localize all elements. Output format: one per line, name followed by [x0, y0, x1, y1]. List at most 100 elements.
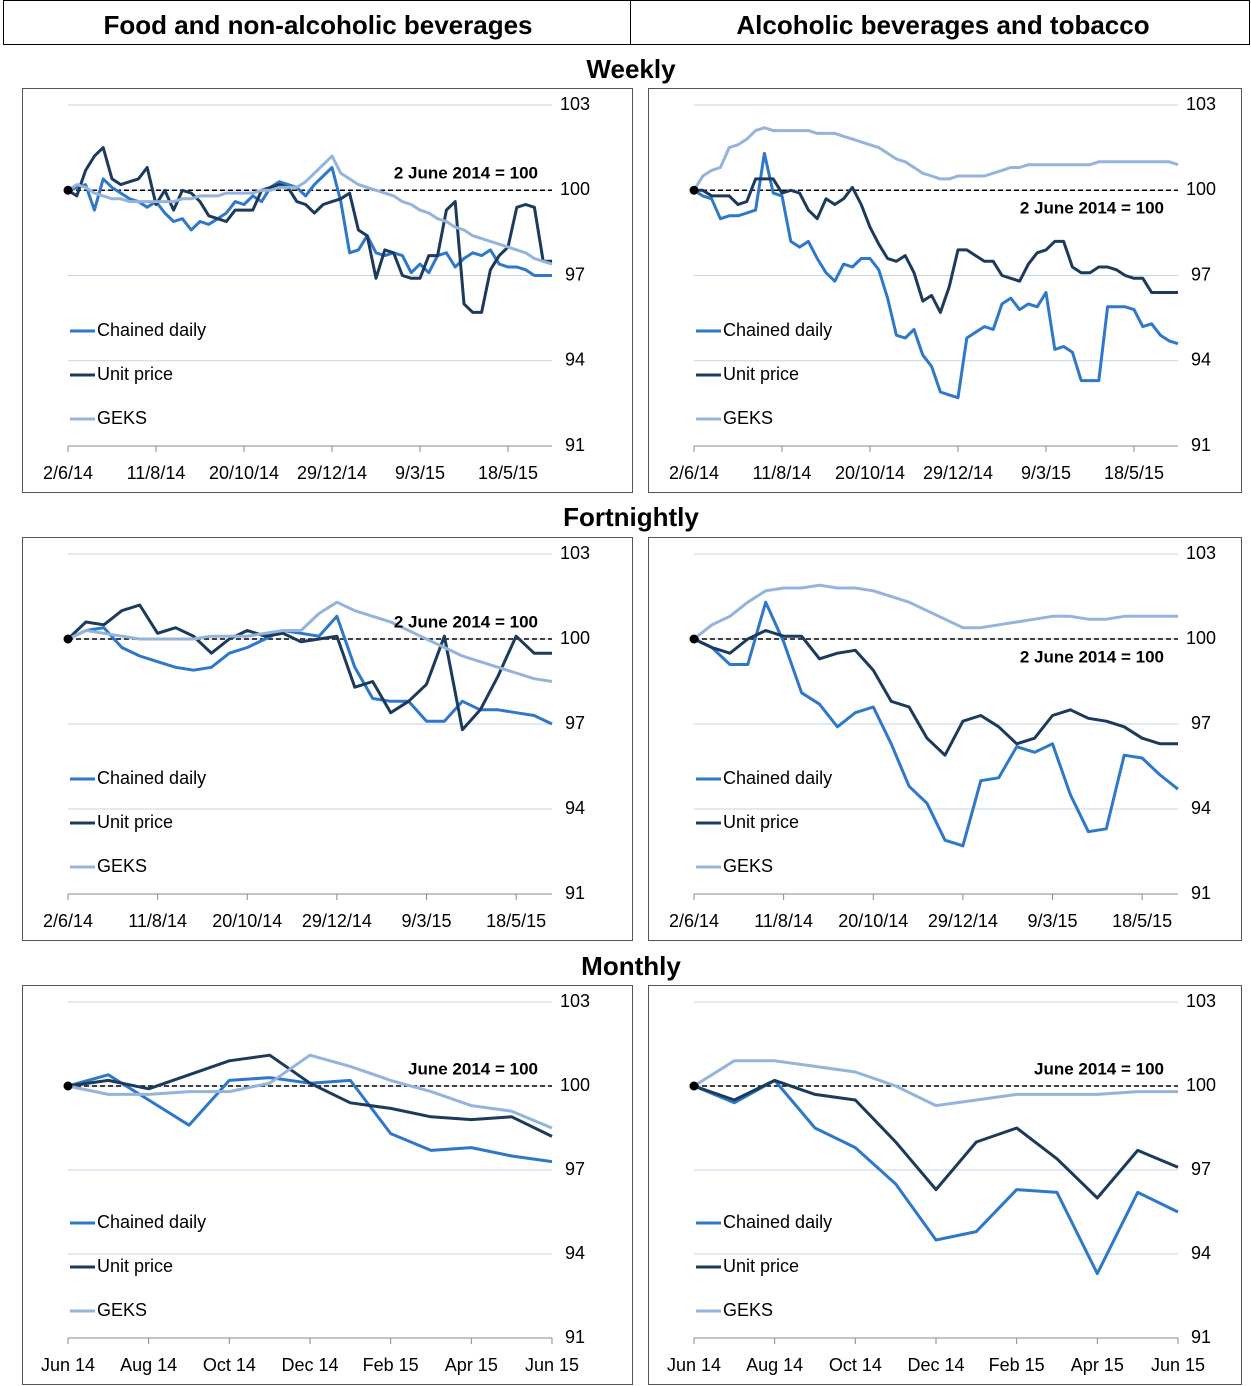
x-tick-label: Jun 14 — [41, 1355, 95, 1375]
legend-label: Unit price — [723, 1256, 799, 1276]
y-tick-label: 91 — [1191, 883, 1211, 903]
legend-label: Chained daily — [97, 320, 206, 340]
y-tick-label: 100 — [560, 628, 590, 648]
legend-label: Unit price — [97, 1256, 173, 1276]
legend-label: Chained daily — [723, 1212, 832, 1232]
data-line — [693, 583, 1178, 641]
x-tick-label: 9/3/15 — [401, 911, 451, 931]
base-point — [63, 1081, 73, 1091]
legend-label: Unit price — [723, 812, 799, 832]
y-tick-label: 103 — [560, 991, 590, 1011]
row-title: Weekly — [586, 54, 676, 84]
x-tick-label: Dec 14 — [907, 1355, 964, 1375]
x-tick-label: 2/6/14 — [669, 463, 719, 483]
y-tick-label: 103 — [560, 543, 590, 563]
chart: 91 94 97 100 103 2/6/14 11/8/14 20/10/14 29/12/1… — [648, 537, 1242, 941]
x-tick-label: 11/8/14 — [127, 463, 186, 483]
x-tick-label: 18/5/15 — [1104, 463, 1164, 483]
y-tick-label: 91 — [1191, 1327, 1211, 1347]
x-tick-label: 29/12/14 — [923, 463, 993, 483]
x-tick-label: 20/10/14 — [838, 911, 908, 931]
column-header: Alcoholic beverages and tobacco — [736, 10, 1149, 40]
chart-frame — [648, 88, 1242, 493]
legend-label: Unit price — [97, 812, 173, 832]
chart: 91 94 97 100 103 Jun 14 Aug 14 Oct 14 Dec 14 Feb … — [648, 985, 1242, 1385]
y-tick-label: 97 — [1191, 713, 1211, 733]
legend-label: GEKS — [723, 1300, 773, 1320]
y-tick-label: 103 — [560, 94, 590, 114]
data-line — [66, 603, 552, 732]
x-tick-label: 29/12/14 — [297, 463, 367, 483]
x-tick-label: 2/6/14 — [43, 911, 93, 931]
data-line — [67, 1053, 553, 1130]
x-tick-label: Apr 15 — [1071, 1355, 1124, 1375]
base-point — [689, 634, 699, 644]
x-tick-label: 20/10/14 — [835, 463, 905, 483]
y-tick-label: 100 — [1186, 1075, 1216, 1095]
x-tick-label: Jun 15 — [1151, 1355, 1205, 1375]
y-tick-label: 103 — [1186, 543, 1216, 563]
legend-label: Chained daily — [723, 768, 832, 788]
annotation: 2 June 2014 = 100 — [1020, 647, 1164, 666]
x-tick-label: Apr 15 — [445, 1355, 498, 1375]
data-line — [67, 166, 552, 277]
x-tick-label: 20/10/14 — [209, 463, 279, 483]
y-tick-label: 94 — [1191, 798, 1211, 818]
annotation: 2 June 2014 = 100 — [394, 164, 538, 183]
x-tick-label: 11/8/14 — [753, 463, 812, 483]
x-tick-label: 2/6/14 — [43, 463, 93, 483]
x-tick-label: Oct 14 — [829, 1355, 882, 1375]
x-tick-label: Feb 15 — [363, 1355, 419, 1375]
base-point — [63, 634, 73, 644]
base-point — [689, 1081, 699, 1091]
chart-frame — [648, 985, 1242, 1385]
data-line — [693, 1078, 1179, 1200]
x-tick-label: Oct 14 — [203, 1355, 256, 1375]
legend-label: GEKS — [97, 408, 147, 428]
annotation: 2 June 2014 = 100 — [1020, 199, 1164, 218]
y-tick-label: 94 — [1191, 1243, 1211, 1263]
x-tick-label: 9/3/15 — [1021, 463, 1071, 483]
x-tick-label: 29/12/14 — [302, 911, 372, 931]
y-tick-label: 94 — [565, 1243, 585, 1263]
legend-label: GEKS — [97, 856, 147, 876]
data-line — [67, 1053, 553, 1138]
x-tick-label: 9/3/15 — [1027, 911, 1077, 931]
y-tick-label: 91 — [565, 883, 585, 903]
base-point — [689, 185, 699, 195]
y-tick-label: 97 — [1191, 1159, 1211, 1179]
annotation: June 2014 = 100 — [408, 1059, 538, 1078]
chart: 91 94 97 100 103 2/6/14 11/8/14 20/10/14 29/12/1… — [22, 537, 633, 941]
x-tick-label: 9/3/15 — [395, 463, 445, 483]
y-tick-label: 97 — [565, 1159, 585, 1179]
data-line — [693, 1078, 1179, 1276]
y-tick-label: 103 — [1186, 94, 1216, 114]
legend-label: GEKS — [723, 408, 773, 428]
y-tick-label: 97 — [1191, 264, 1211, 284]
data-line — [67, 154, 553, 266]
x-tick-label: Jun 14 — [667, 1355, 721, 1375]
data-line — [67, 614, 553, 726]
legend-label: Unit price — [97, 364, 173, 384]
legend-label: Chained daily — [97, 768, 206, 788]
base-point — [63, 185, 73, 195]
y-tick-label: 94 — [565, 350, 585, 370]
data-line — [693, 1059, 1178, 1108]
chart-frame — [22, 537, 633, 941]
x-tick-label: 11/8/14 — [128, 911, 187, 931]
chart-frame — [648, 537, 1242, 941]
data-line — [693, 600, 1179, 848]
chart: 91 94 97 100 103 2/6/14 11/8/14 20/10/14 29/12/1… — [22, 88, 633, 493]
x-tick-label: 29/12/14 — [928, 911, 998, 931]
y-tick-label: 94 — [1191, 350, 1211, 370]
y-tick-label: 100 — [560, 1075, 590, 1095]
y-tick-label: 91 — [565, 435, 585, 455]
legend-label: GEKS — [723, 856, 773, 876]
data-line — [693, 629, 1178, 757]
data-line — [692, 126, 1179, 192]
x-tick-label: 2/6/14 — [669, 911, 719, 931]
y-tick-label: 103 — [1186, 991, 1216, 1011]
data-line — [694, 177, 1178, 314]
